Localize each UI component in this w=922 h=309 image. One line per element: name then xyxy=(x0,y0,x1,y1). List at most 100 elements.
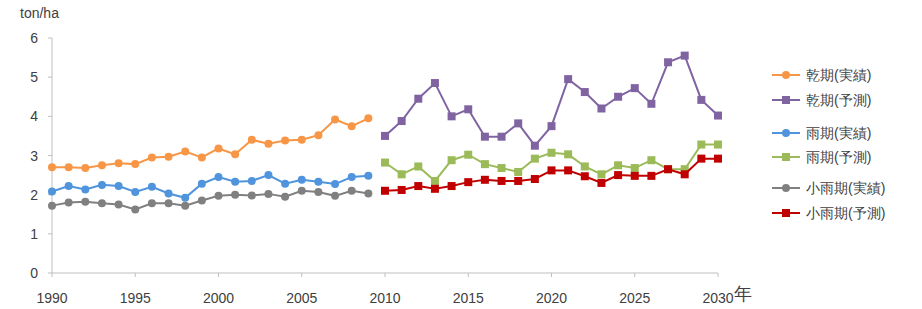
point xyxy=(98,161,106,169)
y-tick-label: 6 xyxy=(30,30,38,46)
x-tick xyxy=(135,273,136,277)
point xyxy=(614,161,622,169)
y-tick-label: 0 xyxy=(30,265,38,281)
point xyxy=(431,177,439,185)
point xyxy=(198,180,206,188)
x-tick-label: 2005 xyxy=(286,290,317,306)
point xyxy=(115,159,123,167)
point xyxy=(514,168,522,176)
series-line xyxy=(52,118,368,168)
y-tick xyxy=(48,155,52,156)
point xyxy=(647,100,655,108)
legend-marker xyxy=(782,184,790,192)
legend-label: 乾期(予測) xyxy=(806,92,871,108)
point xyxy=(431,79,439,87)
point xyxy=(165,153,173,161)
point xyxy=(597,170,605,178)
point xyxy=(631,164,639,172)
point xyxy=(48,163,56,171)
legend-label: 雨期(実績) xyxy=(806,125,871,141)
x-tick-label: 2000 xyxy=(203,290,234,306)
point xyxy=(381,132,389,140)
point xyxy=(115,200,123,208)
point xyxy=(148,183,156,191)
point xyxy=(48,202,56,210)
point xyxy=(115,182,123,190)
point xyxy=(298,136,306,144)
point xyxy=(314,131,322,139)
point xyxy=(98,199,106,207)
y-tick xyxy=(48,233,52,234)
point xyxy=(148,153,156,161)
point xyxy=(614,171,622,179)
point xyxy=(431,185,439,193)
point xyxy=(448,156,456,164)
y-tick-label: 2 xyxy=(30,187,38,203)
point xyxy=(664,165,672,173)
x-tick xyxy=(634,273,635,277)
point xyxy=(597,105,605,113)
point xyxy=(131,160,139,168)
x-tick xyxy=(551,273,552,277)
legend-label: 乾期(実績) xyxy=(806,67,871,83)
point xyxy=(131,206,139,214)
point xyxy=(364,172,372,180)
series xyxy=(381,155,722,195)
point xyxy=(181,202,189,210)
point xyxy=(231,178,239,186)
point xyxy=(548,166,556,174)
point xyxy=(548,149,556,157)
point xyxy=(398,170,406,178)
point xyxy=(464,105,472,113)
x-tick xyxy=(301,273,302,277)
legend-label: 雨期(予測) xyxy=(806,149,871,165)
point xyxy=(181,148,189,156)
point xyxy=(398,117,406,125)
point xyxy=(264,140,272,148)
point xyxy=(381,187,389,195)
x-tick xyxy=(218,273,219,277)
point xyxy=(681,170,689,178)
x-tick xyxy=(468,273,469,277)
legend-marker xyxy=(782,209,790,217)
legend-marker xyxy=(782,129,790,137)
series-line xyxy=(385,145,718,181)
point xyxy=(664,165,672,173)
point xyxy=(331,192,339,200)
x-tick xyxy=(52,273,53,277)
point xyxy=(215,173,223,181)
point xyxy=(647,156,655,164)
point xyxy=(514,119,522,127)
point xyxy=(581,88,589,96)
point xyxy=(498,177,506,185)
point xyxy=(697,155,705,163)
point xyxy=(414,95,422,103)
point xyxy=(298,176,306,184)
point xyxy=(614,93,622,101)
y-tick-label: 5 xyxy=(30,69,38,85)
point xyxy=(81,164,89,172)
point xyxy=(215,192,223,200)
y-tick xyxy=(48,273,52,274)
point xyxy=(548,122,556,130)
point xyxy=(281,137,289,145)
point xyxy=(564,166,572,174)
point xyxy=(281,180,289,188)
legend-label: 小雨期(実績) xyxy=(806,180,885,196)
point xyxy=(281,193,289,201)
point xyxy=(714,155,722,163)
legend-marker xyxy=(782,153,790,161)
x-axis xyxy=(52,273,718,274)
point xyxy=(248,177,256,185)
point xyxy=(414,182,422,190)
point xyxy=(148,199,156,207)
point xyxy=(448,182,456,190)
point xyxy=(697,96,705,104)
point xyxy=(448,112,456,120)
series xyxy=(381,141,722,185)
y-tick-label: 1 xyxy=(30,226,38,242)
point xyxy=(498,133,506,141)
point xyxy=(481,160,489,168)
point xyxy=(248,136,256,144)
x-axis-label: 年 xyxy=(734,284,752,304)
